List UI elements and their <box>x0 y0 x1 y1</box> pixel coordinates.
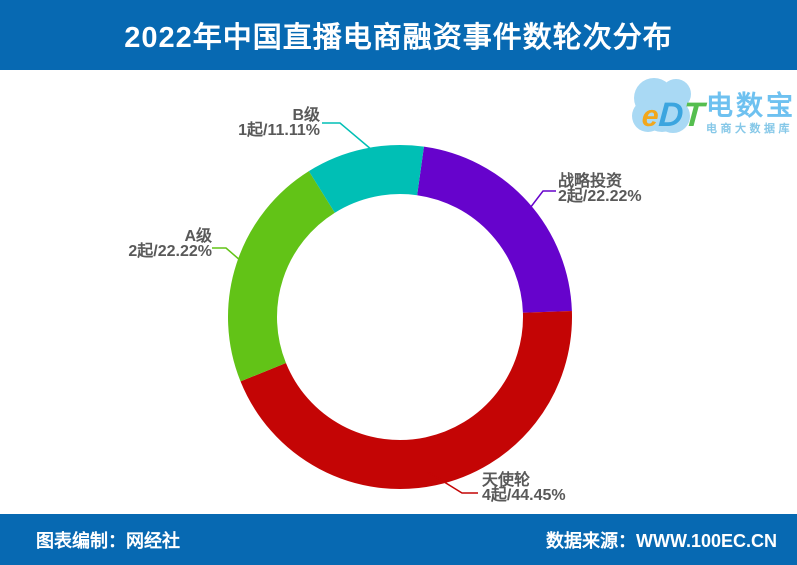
brand-subtitle: 电商大数据库 <box>706 123 793 135</box>
chart-credit: 图表编制：网经社 <box>36 530 180 551</box>
slice-label-angel-round: 天使轮 4起/44.45% <box>482 472 566 504</box>
slice-label-strategic-investment: 战略投资 2起/22.22% <box>558 173 642 205</box>
donut-segment-B级[interactable] <box>308 145 424 214</box>
donut-segment-A级[interactable] <box>228 171 336 382</box>
slice-value: 2起/22.22% <box>558 188 642 205</box>
donut-segment-战略投资[interactable] <box>416 146 572 314</box>
page-title: 2022年中国直播电商融资事件数轮次分布 <box>124 22 673 54</box>
brand-name: 电数宝 <box>706 91 796 121</box>
title-banner: 2022年中国直播电商融资事件数轮次分布 <box>0 0 797 70</box>
slice-value: 1起/11.11% <box>238 122 320 139</box>
footer-bar: 图表编制：网经社 数据来源：WWW.100EC.CN <box>0 514 797 565</box>
leader-line-B级 <box>322 122 373 151</box>
edt-logo: eDT 电数宝 电商大数据库 <box>628 70 796 150</box>
slice-name: 战略投资 <box>558 173 623 190</box>
slice-label-series-b: B级 1起/11.11% <box>238 107 320 139</box>
slice-name: B级 <box>292 107 320 124</box>
slice-value: 2起/22.22% <box>128 243 212 260</box>
data-source: 数据来源：WWW.100EC.CN <box>545 530 777 551</box>
slice-label-series-a: A级 2起/22.22% <box>128 228 212 260</box>
leader-line-战略投资 <box>526 190 556 213</box>
slice-name: A级 <box>184 228 212 245</box>
leader-line-A级 <box>212 247 242 262</box>
slice-value: 4起/44.45% <box>482 487 566 504</box>
leader-line-天使轮 <box>427 471 478 494</box>
cloud-icon <box>632 78 691 133</box>
slice-name: 天使轮 <box>482 472 531 489</box>
donut-segment-天使轮[interactable] <box>240 311 572 489</box>
